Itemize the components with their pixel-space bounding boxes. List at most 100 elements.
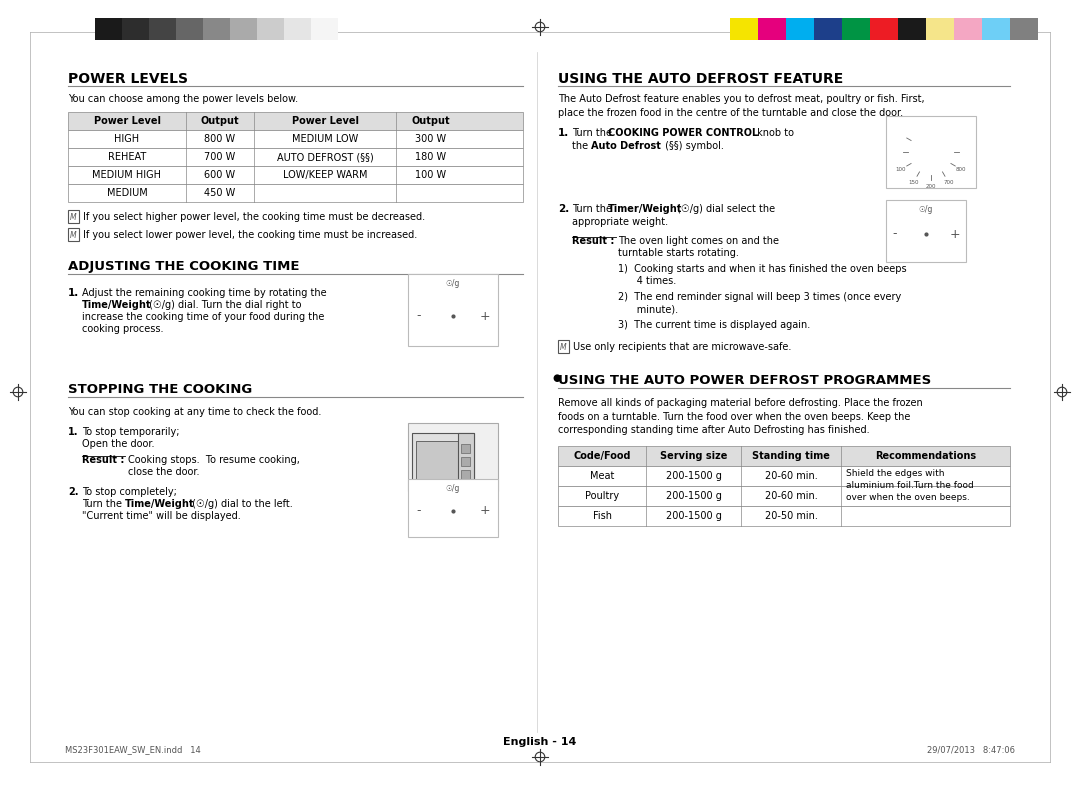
Text: +: + — [949, 227, 960, 241]
Text: 20-60 min.: 20-60 min. — [765, 471, 818, 481]
Bar — [786, 18, 814, 40]
Text: AUTO DEFROST (§§): AUTO DEFROST (§§) — [276, 152, 374, 162]
Text: "Current time" will be displayed.: "Current time" will be displayed. — [82, 511, 241, 521]
Text: MEDIUM LOW: MEDIUM LOW — [292, 134, 359, 144]
Text: -: - — [416, 505, 420, 517]
Text: 200-1500 g: 200-1500 g — [665, 491, 721, 501]
Text: increase the cooking time of your food during the: increase the cooking time of your food d… — [82, 312, 324, 322]
Bar — [68, 166, 523, 184]
Text: Auto Defrost: Auto Defrost — [591, 141, 661, 151]
Text: 29/07/2013   8:47:06: 29/07/2013 8:47:06 — [927, 745, 1015, 755]
Text: 700: 700 — [943, 180, 954, 185]
Text: Power Level: Power Level — [292, 116, 359, 126]
Text: Output: Output — [201, 116, 240, 126]
Bar — [411, 433, 474, 483]
Bar — [203, 18, 230, 40]
Bar — [416, 441, 458, 479]
Bar — [461, 444, 470, 453]
Text: 20-60 min.: 20-60 min. — [765, 491, 818, 501]
Text: 2.: 2. — [68, 487, 79, 497]
Text: HIGH: HIGH — [114, 134, 139, 144]
Text: ☉/g: ☉/g — [446, 279, 460, 288]
Text: Timer/Weight: Timer/Weight — [608, 204, 683, 214]
Bar — [68, 210, 79, 223]
Bar — [408, 274, 498, 346]
Text: Result :: Result : — [82, 455, 124, 465]
Bar — [176, 18, 203, 40]
Text: USING THE AUTO DEFROST FEATURE: USING THE AUTO DEFROST FEATURE — [558, 72, 843, 86]
Text: Turn the: Turn the — [572, 204, 616, 214]
Text: 3)  The current time is displayed again.: 3) The current time is displayed again. — [618, 320, 810, 330]
Bar — [257, 18, 284, 40]
Text: ADJUSTING THE COOKING TIME: ADJUSTING THE COOKING TIME — [68, 260, 299, 273]
Text: Remove all kinds of packaging material before defrosting. Place the frozen
foods: Remove all kinds of packaging material b… — [558, 398, 922, 435]
Text: Adjust the remaining cooking time by rotating the: Adjust the remaining cooking time by rot… — [82, 288, 326, 298]
Text: 800 W: 800 W — [204, 134, 235, 144]
Text: 1.: 1. — [558, 128, 569, 138]
Text: MS23F301EAW_SW_EN.indd   14: MS23F301EAW_SW_EN.indd 14 — [65, 745, 201, 755]
Bar — [982, 18, 1010, 40]
Bar — [408, 479, 498, 537]
Text: -: - — [416, 310, 420, 322]
Text: 2)  The end reminder signal will beep 3 times (once every: 2) The end reminder signal will beep 3 t… — [618, 292, 901, 302]
Bar — [558, 506, 1010, 526]
Bar — [68, 130, 523, 148]
Bar — [122, 18, 149, 40]
Bar — [95, 18, 122, 40]
Text: -: - — [892, 227, 896, 241]
Bar — [458, 433, 474, 483]
Text: (☉/g) dial. Turn the dial right to: (☉/g) dial. Turn the dial right to — [146, 300, 301, 310]
Bar — [1010, 18, 1038, 40]
Text: Open the door.: Open the door. — [82, 439, 154, 449]
Bar — [558, 466, 1010, 486]
Text: Poultry: Poultry — [585, 491, 619, 501]
Text: 1)  Cooking starts and when it has finished the oven beeps: 1) Cooking starts and when it has finish… — [618, 264, 906, 274]
Text: the: the — [572, 141, 591, 151]
Text: 180 W: 180 W — [416, 152, 446, 162]
Text: STOPPING THE COOKING: STOPPING THE COOKING — [68, 383, 253, 396]
Text: minute).: minute). — [618, 304, 678, 314]
Text: (§§) symbol.: (§§) symbol. — [662, 141, 724, 151]
Text: 1.: 1. — [68, 288, 79, 298]
Text: Cooking stops.  To resume cooking,: Cooking stops. To resume cooking, — [129, 455, 300, 465]
Bar — [149, 18, 176, 40]
Bar — [230, 18, 257, 40]
Text: You can stop cooking at any time to check the food.: You can stop cooking at any time to chec… — [68, 407, 322, 417]
Text: 600 W: 600 W — [204, 170, 235, 180]
Text: If you select higher power level, the cooking time must be decreased.: If you select higher power level, the co… — [83, 212, 426, 222]
Text: ☉/g: ☉/g — [919, 205, 933, 214]
Text: M: M — [561, 342, 567, 352]
Text: Standing time: Standing time — [752, 451, 829, 461]
Bar — [68, 184, 523, 202]
Text: 450 W: 450 W — [204, 188, 235, 198]
Text: Time/Weight: Time/Weight — [82, 300, 151, 310]
Text: The Auto Defrost feature enables you to defrost meat, poultry or fish. First,
pl: The Auto Defrost feature enables you to … — [558, 94, 924, 117]
Text: Shield the edges with
aluminium foil.Turn the food
over when the oven beeps.: Shield the edges with aluminium foil.Tur… — [846, 469, 974, 501]
Text: ☉/g: ☉/g — [446, 484, 460, 493]
Text: Use only recipients that are microwave-safe.: Use only recipients that are microwave-s… — [573, 342, 792, 352]
Text: The oven light comes on and the: The oven light comes on and the — [618, 236, 779, 246]
Bar — [870, 18, 897, 40]
Text: Recommendations: Recommendations — [875, 451, 976, 461]
Bar — [558, 340, 569, 353]
Text: LOW/KEEP WARM: LOW/KEEP WARM — [283, 170, 367, 180]
Text: MEDIUM: MEDIUM — [107, 188, 147, 198]
Text: 200-1500 g: 200-1500 g — [665, 471, 721, 481]
Text: 100 W: 100 W — [416, 170, 446, 180]
Text: 150: 150 — [908, 180, 919, 185]
Text: Code/Food: Code/Food — [573, 451, 631, 461]
Text: REHEAT: REHEAT — [108, 152, 146, 162]
Text: M: M — [70, 212, 77, 222]
Text: 300 W: 300 W — [416, 134, 446, 144]
Text: English - 14: English - 14 — [503, 737, 577, 747]
Text: (☉/g) dial to the left.: (☉/g) dial to the left. — [189, 499, 293, 509]
Bar — [558, 446, 1010, 466]
Bar — [886, 116, 976, 188]
Text: COOKING POWER CONTROL: COOKING POWER CONTROL — [608, 128, 758, 138]
Bar — [68, 148, 523, 166]
Text: 200: 200 — [926, 185, 936, 189]
Text: 700 W: 700 W — [204, 152, 235, 162]
Text: Time/Weight: Time/Weight — [125, 499, 194, 509]
Text: Turn the: Turn the — [82, 499, 125, 509]
Text: To stop temporarily;: To stop temporarily; — [82, 427, 179, 437]
